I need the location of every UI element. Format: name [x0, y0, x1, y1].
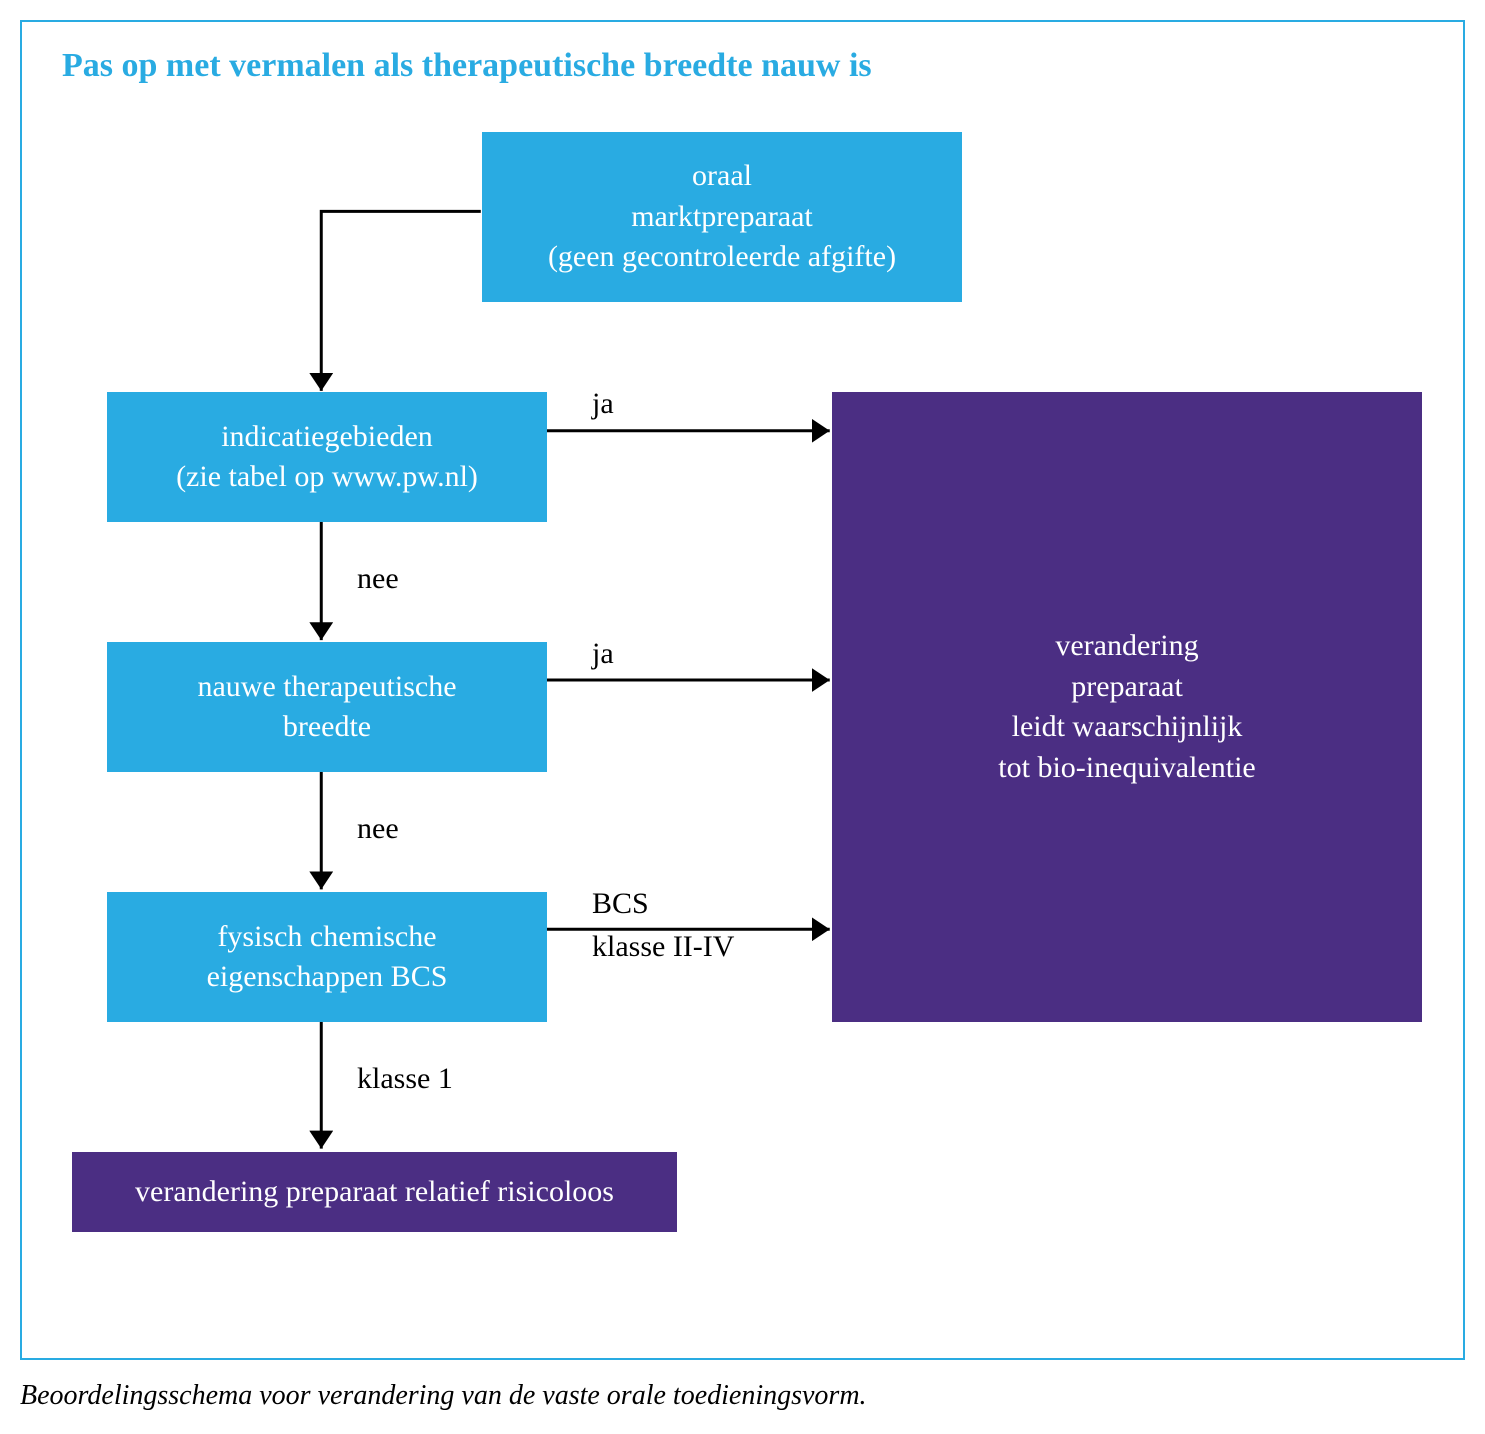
node-indic: indicatiegebieden(zie tabel op www.pw.nl…: [107, 392, 547, 522]
node-ntb: nauwe therapeutischebreedte: [107, 642, 547, 772]
node-bcs: fysisch chemischeeigenschappen BCS: [107, 892, 547, 1022]
node-risk_low: verandering preparaat relatief risicoloo…: [72, 1152, 677, 1232]
edge-label: nee: [357, 812, 399, 846]
node-risk_high: veranderingpreparaatleidt waarschijnlijk…: [832, 392, 1422, 1022]
edge-label: BCS: [592, 887, 649, 921]
edge-label: klasse II-IV: [592, 930, 734, 964]
edge-label: nee: [357, 562, 399, 596]
edge-label: ja: [592, 387, 614, 421]
edge-label: klasse 1: [357, 1062, 453, 1096]
node-start: oraalmarktpreparaat(geen gecontroleerde …: [482, 132, 962, 302]
flowchart-panel: Pas op met vermalen als therapeutische b…: [20, 20, 1465, 1360]
caption-text: Beoordelingsschema voor verandering van …: [20, 1380, 1465, 1412]
diagram-title: Pas op met vermalen als therapeutische b…: [62, 47, 872, 85]
edge-label: ja: [592, 637, 614, 671]
